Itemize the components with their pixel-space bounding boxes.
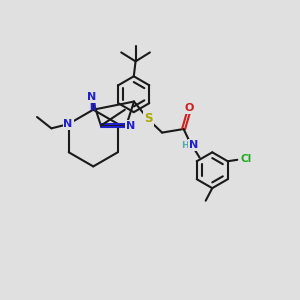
Text: N: N — [126, 121, 136, 130]
Text: Cl: Cl — [240, 154, 251, 164]
Text: O: O — [184, 103, 194, 113]
Text: N: N — [188, 140, 198, 150]
Text: N: N — [87, 92, 97, 102]
Text: N: N — [64, 119, 73, 129]
Text: S: S — [144, 112, 153, 125]
Text: H: H — [181, 141, 189, 150]
